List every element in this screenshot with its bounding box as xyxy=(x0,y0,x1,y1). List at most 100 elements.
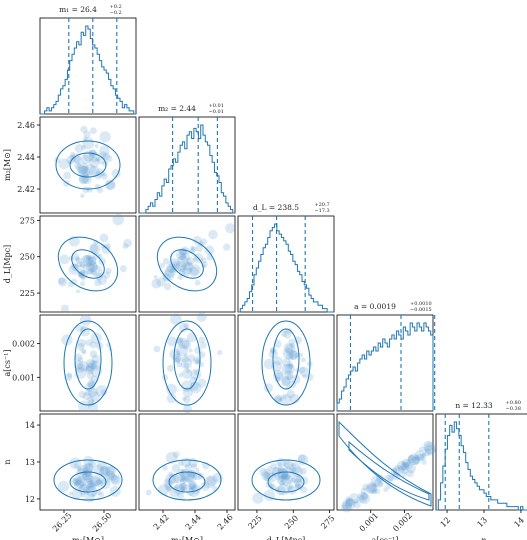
panel-frame xyxy=(39,215,137,313)
density-cell xyxy=(281,375,292,386)
density-cell xyxy=(197,378,207,388)
x-axis-m2: 2.42 2.44 2.46 m₂[M⊙] xyxy=(152,510,235,540)
density-cell xyxy=(180,357,193,370)
x-tick-label: 13 xyxy=(475,515,489,529)
density-cell xyxy=(298,352,304,358)
density-cell xyxy=(345,497,355,507)
panel-title-a: a = 0.0019 +0.0010−0.0015 xyxy=(354,301,432,313)
contour-inner xyxy=(170,249,204,279)
density-cell xyxy=(277,468,289,480)
density-cell xyxy=(101,245,111,254)
density-cell xyxy=(341,501,352,513)
density-cell xyxy=(167,336,177,347)
density-cell xyxy=(171,464,181,473)
density-cell xyxy=(82,487,90,495)
density-panel-m2-n xyxy=(138,413,236,511)
density-cell xyxy=(407,454,416,464)
density-cell xyxy=(279,480,285,486)
density-cell xyxy=(174,356,182,363)
density-cell xyxy=(176,362,183,368)
density-cell xyxy=(73,478,81,486)
density-cell xyxy=(290,477,296,483)
density-cell xyxy=(76,475,87,486)
density-cell xyxy=(278,397,283,402)
density-cell xyxy=(177,274,183,280)
density-cell xyxy=(105,470,115,480)
density-cell xyxy=(293,353,299,358)
contour-inner xyxy=(69,152,107,178)
density-cell xyxy=(178,460,184,467)
title-sub: −0.38 xyxy=(506,406,521,412)
density-cell xyxy=(267,466,273,471)
density-cell xyxy=(285,478,292,485)
density-cell xyxy=(84,462,94,473)
contour-outer xyxy=(261,320,311,406)
density-cell xyxy=(424,444,436,456)
title-sup: +0.0010 xyxy=(410,301,432,307)
density-cell xyxy=(198,336,205,344)
panel-title-n: n = 12.33 +0.80−0.38 xyxy=(455,400,521,412)
density-cell xyxy=(286,353,294,361)
x-axis-n: 12 13 14 n xyxy=(439,510,526,540)
density-cell xyxy=(99,145,110,157)
density-cell xyxy=(82,392,91,401)
density-cell xyxy=(153,275,158,279)
density-cell xyxy=(178,482,188,492)
density-panel-m1-a xyxy=(39,314,137,413)
y-tick-label: 225 xyxy=(20,289,35,298)
density-cell xyxy=(178,337,190,349)
panel-frame xyxy=(138,116,236,214)
x-tick-label: 14 xyxy=(512,515,526,529)
density-cell xyxy=(180,252,191,263)
density-cell xyxy=(359,495,365,501)
hist-panel-dL: d_L = 238.5 +20.7−17.3 xyxy=(237,202,335,313)
density-cell xyxy=(88,360,98,370)
density-cell xyxy=(344,498,356,510)
x-axis-label: a[cs⁻¹] xyxy=(371,536,398,540)
density-cell xyxy=(285,350,290,355)
density-cell xyxy=(282,358,291,367)
density-panel-m1-m2 xyxy=(39,116,137,214)
density-cell xyxy=(90,265,103,277)
density-cell xyxy=(76,324,84,333)
density-cell xyxy=(86,371,95,380)
density-cell xyxy=(178,474,186,482)
density-panel-m1-dL xyxy=(39,213,137,313)
density-cell xyxy=(73,155,82,164)
density-cell xyxy=(166,383,177,395)
density-cell xyxy=(194,279,201,286)
density-cell xyxy=(89,350,98,358)
density-panel-m2-a xyxy=(138,312,236,414)
density-cell xyxy=(183,323,190,329)
density-cell xyxy=(86,359,95,368)
density-cell xyxy=(87,482,97,492)
density-cell xyxy=(89,475,101,487)
density-cell xyxy=(94,279,102,287)
contour-inner xyxy=(272,328,300,390)
density-cell xyxy=(86,260,98,273)
density-cell xyxy=(288,350,299,360)
density-cell xyxy=(184,271,190,277)
density-cell xyxy=(396,460,407,471)
histogram-m1 xyxy=(40,25,136,115)
density-cell xyxy=(77,342,85,351)
density-cell xyxy=(200,238,208,246)
density-cell xyxy=(74,477,86,488)
density-cell xyxy=(289,393,300,404)
density-cell xyxy=(263,489,276,501)
density-cell xyxy=(261,469,274,482)
contour-inner xyxy=(74,328,102,390)
density-cell xyxy=(189,381,202,394)
density-cell xyxy=(412,456,421,465)
density-cell xyxy=(296,484,303,490)
density-cell xyxy=(80,125,88,133)
density-cell xyxy=(88,387,98,398)
density-cell xyxy=(180,468,187,475)
density-cell xyxy=(95,157,100,162)
density-cell xyxy=(90,360,101,371)
density-cell xyxy=(87,396,95,404)
density-cell xyxy=(200,342,207,349)
density-cell xyxy=(182,396,187,401)
density-cell xyxy=(287,485,297,495)
density-cell xyxy=(288,484,294,489)
